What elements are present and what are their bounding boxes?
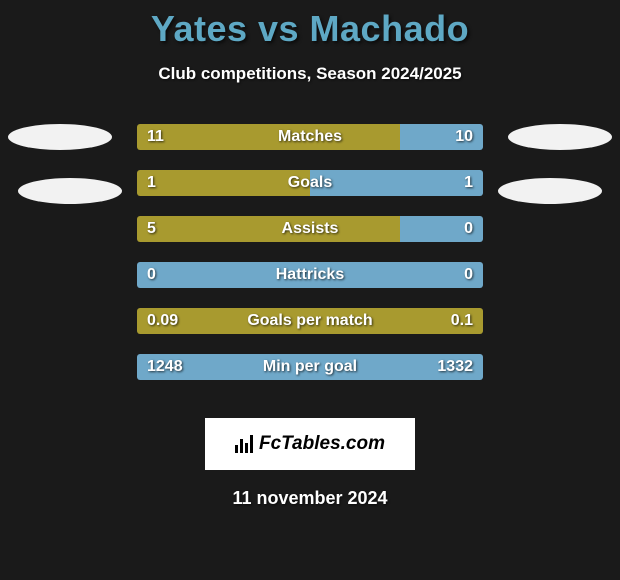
stat-value-right: 1 (464, 170, 473, 196)
stat-value-right: 1332 (437, 354, 473, 380)
stat-row: 11Matches10 (137, 124, 483, 150)
player-right-oval-1 (508, 124, 612, 150)
page-title: Yates vs Machado (0, 0, 620, 50)
stat-value-right: 0.1 (451, 308, 473, 334)
stat-row: 5Assists0 (137, 216, 483, 242)
branding-text: FcTables.com (259, 433, 385, 455)
branding-badge: FcTables.com (205, 418, 415, 470)
stat-row: 0Hattricks0 (137, 262, 483, 288)
player-left-oval-2 (18, 178, 122, 204)
stat-label: Goals per match (137, 308, 483, 334)
stat-value-right: 0 (464, 262, 473, 288)
stat-row: 1248Min per goal1332 (137, 354, 483, 380)
stat-row: 1Goals1 (137, 170, 483, 196)
stat-label: Min per goal (137, 354, 483, 380)
player-left-oval-1 (8, 124, 112, 150)
comparison-rows: 11Matches101Goals15Assists00Hattricks00.… (137, 124, 483, 380)
stat-label: Goals (137, 170, 483, 196)
stat-value-right: 0 (464, 216, 473, 242)
stat-value-right: 10 (455, 124, 473, 150)
footer-date: 11 november 2024 (137, 488, 483, 509)
player-right-oval-2 (498, 178, 602, 204)
stat-row: 0.09Goals per match0.1 (137, 308, 483, 334)
bar-chart-icon (235, 435, 253, 453)
stat-label: Assists (137, 216, 483, 242)
stat-label: Matches (137, 124, 483, 150)
page-subtitle: Club competitions, Season 2024/2025 (0, 64, 620, 84)
stat-label: Hattricks (137, 262, 483, 288)
